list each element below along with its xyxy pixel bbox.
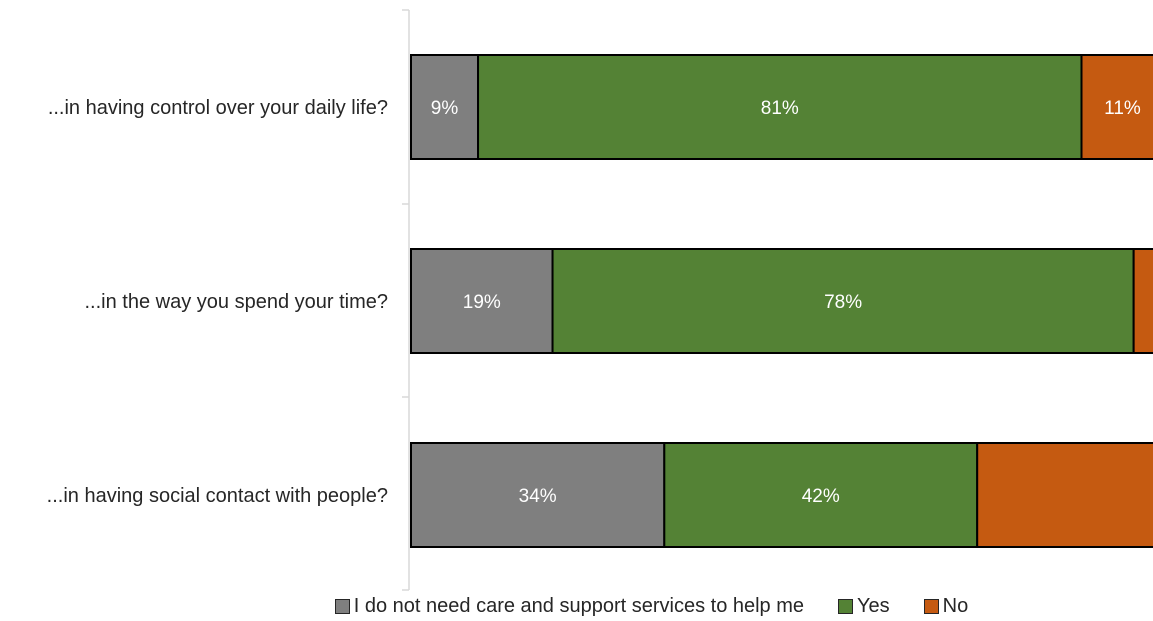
data-label: 34%	[519, 486, 557, 507]
legend-item: I do not need care and support services …	[334, 594, 805, 618]
data-label: 81%	[761, 98, 799, 119]
bar-segment	[976, 442, 1153, 548]
legend-label: Yes	[857, 594, 890, 617]
legend-item: No	[923, 594, 969, 618]
category-label: ...in having control over your daily lif…	[48, 97, 388, 119]
data-label: 42%	[802, 486, 840, 507]
legend-item: Yes	[838, 595, 890, 618]
category-labels-group: ...in having control over your daily lif…	[47, 97, 388, 507]
bar-segment	[410, 54, 480, 160]
data-label: 78%	[824, 292, 862, 313]
category-label: ...in having social contact with people?	[47, 485, 388, 507]
legend: I do not need care and support services …	[0, 592, 1153, 620]
bar-segment	[1080, 54, 1153, 160]
bar-segment	[551, 248, 1135, 354]
bar-segment	[410, 248, 554, 354]
bar-segment	[1132, 248, 1153, 354]
bar-segment	[477, 54, 1083, 160]
category-label: ...in the way you spend your time?	[85, 291, 389, 313]
legend-swatch	[334, 598, 350, 614]
bars-group: 9% 81% 11% 19% 78% 34% 42%	[410, 54, 1153, 548]
data-label: 11%	[1104, 98, 1141, 119]
bar-segment	[663, 442, 979, 548]
legend-swatch	[838, 598, 854, 614]
legend-label: I do not need care and support services …	[353, 594, 805, 617]
legend-swatch	[923, 598, 939, 614]
bar-segment	[410, 442, 666, 548]
legend-label: No	[942, 594, 969, 617]
data-label: 9%	[431, 98, 459, 119]
data-label: 19%	[463, 292, 501, 313]
